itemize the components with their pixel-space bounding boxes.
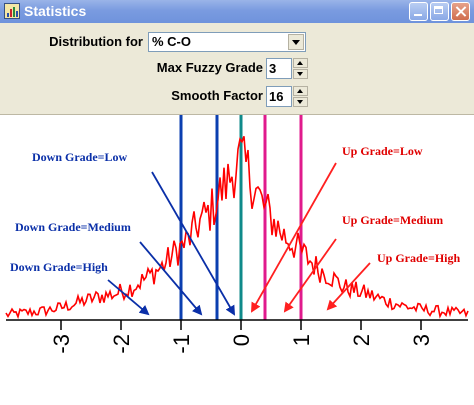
up-medium-arrow [283, 238, 337, 313]
chevron-down-icon[interactable] [288, 34, 304, 50]
minimize-icon[interactable] [409, 2, 428, 21]
x-tick-label: 1 [289, 334, 314, 346]
down-medium-arrow [139, 241, 203, 316]
x-tick-label: -3 [49, 334, 74, 354]
x-tick-label: 3 [409, 334, 434, 346]
smooth-factor-stepper[interactable]: 16 [266, 86, 310, 107]
smooth-factor-label: Smooth Factor [171, 88, 263, 103]
up-grade-high-label: Up Grade=High [377, 251, 461, 265]
maximize-icon[interactable] [430, 2, 449, 21]
title-bar[interactable]: Statistics [0, 0, 474, 23]
distribution-value: % C-O [152, 34, 191, 49]
close-icon[interactable] [451, 2, 470, 21]
statistics-app-icon [4, 3, 20, 19]
spin-down-icon[interactable] [293, 69, 308, 79]
up-grade-low-label: Up Grade=Low [342, 144, 423, 158]
spin-down-icon[interactable] [293, 97, 308, 107]
up-low-arrow [251, 162, 337, 313]
x-tick-label: 2 [349, 334, 374, 346]
distribution-select[interactable]: % C-O [148, 32, 306, 52]
histogram-line [5, 136, 469, 320]
annotation-arrows [107, 162, 371, 316]
max-fuzzy-grade-input[interactable]: 3 [266, 58, 292, 79]
spin-up-icon[interactable] [293, 86, 308, 96]
distribution-chart: -3 -2 -1 0 1 2 3 Down Grade=Low Down Grade=Med… [0, 115, 474, 400]
max-fuzzy-grade-label: Max Fuzzy Grade [156, 60, 263, 75]
down-grade-medium-label: Down Grade=Medium [15, 220, 131, 234]
settings-panel: Distribution for % C-O Max Fuzzy Grade 3… [0, 23, 474, 115]
x-tick-label: -2 [109, 334, 134, 354]
x-tick-label: 0 [229, 334, 254, 346]
down-grade-low-label: Down Grade=Low [32, 150, 128, 164]
window-title: Statistics [24, 3, 87, 19]
down-high-arrow [107, 279, 150, 316]
max-fuzzy-grade-stepper[interactable]: 3 [266, 58, 310, 79]
down-grade-high-label: Down Grade=High [10, 260, 108, 274]
up-high-arrow [326, 262, 371, 311]
distribution-chart-svg: -3 -2 -1 0 1 2 3 Down Grade=Low Down Grade=Med… [5, 115, 469, 354]
up-grade-medium-label: Up Grade=Medium [342, 213, 443, 227]
spin-up-icon[interactable] [293, 58, 308, 68]
x-tick-label: -1 [169, 334, 194, 354]
down-low-arrow [151, 171, 236, 316]
distribution-label: Distribution for [49, 34, 143, 49]
smooth-factor-input[interactable]: 16 [266, 86, 292, 107]
